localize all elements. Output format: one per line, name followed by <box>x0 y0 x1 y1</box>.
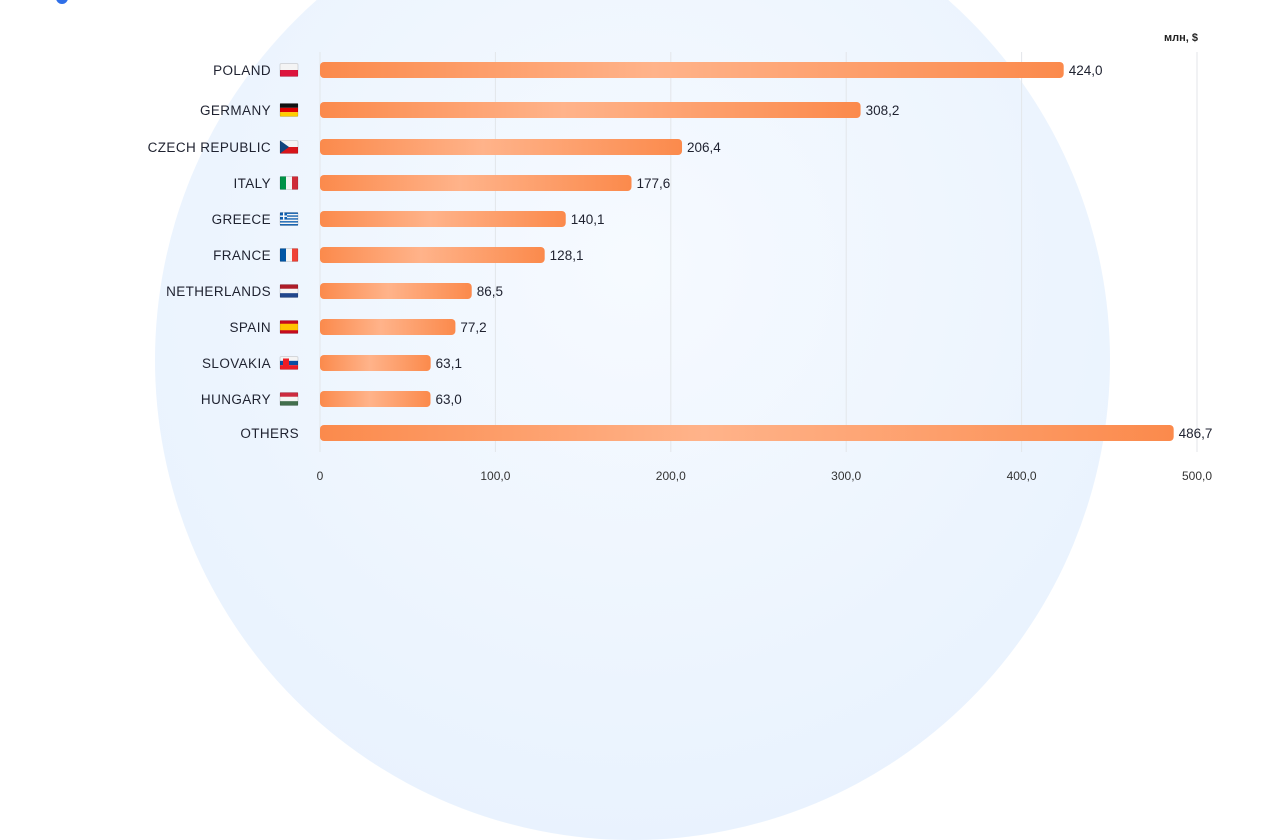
flag-sk-icon <box>279 356 299 370</box>
category-label: OTHERS <box>240 426 299 441</box>
x-tick-label: 100,0 <box>480 469 510 483</box>
value-label: 140,1 <box>571 212 605 227</box>
category-label: GERMANY <box>200 103 271 118</box>
bar <box>320 247 545 263</box>
value-label: 77,2 <box>460 320 486 335</box>
category-label: NETHERLANDS <box>166 284 271 299</box>
flag-fr-icon <box>279 248 299 262</box>
x-tick-label: 0 <box>317 469 324 483</box>
flag-it-icon <box>279 176 299 190</box>
category-label: CZECH REPUBLIC <box>148 140 271 155</box>
flag-cz-icon <box>279 140 299 154</box>
bar <box>320 425 1174 441</box>
flag-es-icon <box>279 320 299 334</box>
bar <box>320 211 566 227</box>
value-label: 177,6 <box>637 176 671 191</box>
value-label: 128,1 <box>550 248 584 263</box>
flag-pl-icon <box>279 63 299 77</box>
category-label: GREECE <box>212 212 271 227</box>
unit-label: млн, $ <box>1164 32 1198 44</box>
category-label: POLAND <box>213 63 271 78</box>
flag-nl-icon <box>279 284 299 298</box>
value-label: 63,0 <box>436 392 462 407</box>
x-tick-label: 300,0 <box>831 469 861 483</box>
x-tick-label: 400,0 <box>1007 469 1037 483</box>
bar-chart: 0 100,0 200,0 300,0 400,0 500,0 млн, $ POLAND 42… <box>148 32 1213 483</box>
bar <box>320 319 456 335</box>
value-label: 86,5 <box>477 284 503 299</box>
category-label: HUNGARY <box>201 392 271 407</box>
flag-gr-icon <box>279 212 299 226</box>
flag-de-icon <box>279 103 299 117</box>
bar <box>320 62 1064 78</box>
value-label: 63,1 <box>436 356 462 371</box>
x-tick-label: 200,0 <box>656 469 686 483</box>
logo-icon <box>56 0 68 4</box>
category-label: FRANCE <box>213 248 271 263</box>
value-label: 308,2 <box>866 103 900 118</box>
category-label: ITALY <box>233 176 271 191</box>
value-label: 206,4 <box>687 140 721 155</box>
x-tick-label: 500,0 <box>1182 469 1212 483</box>
category-label: SPAIN <box>229 320 271 335</box>
bar <box>320 391 431 407</box>
flag-hu-icon <box>279 392 299 406</box>
bar <box>320 283 472 299</box>
category-label: SLOVAKIA <box>202 356 271 371</box>
value-label: 424,0 <box>1069 63 1103 78</box>
bar <box>320 355 431 371</box>
bar <box>320 139 683 155</box>
bar <box>320 102 861 118</box>
value-label: 486,7 <box>1179 426 1213 441</box>
bar <box>320 175 632 191</box>
